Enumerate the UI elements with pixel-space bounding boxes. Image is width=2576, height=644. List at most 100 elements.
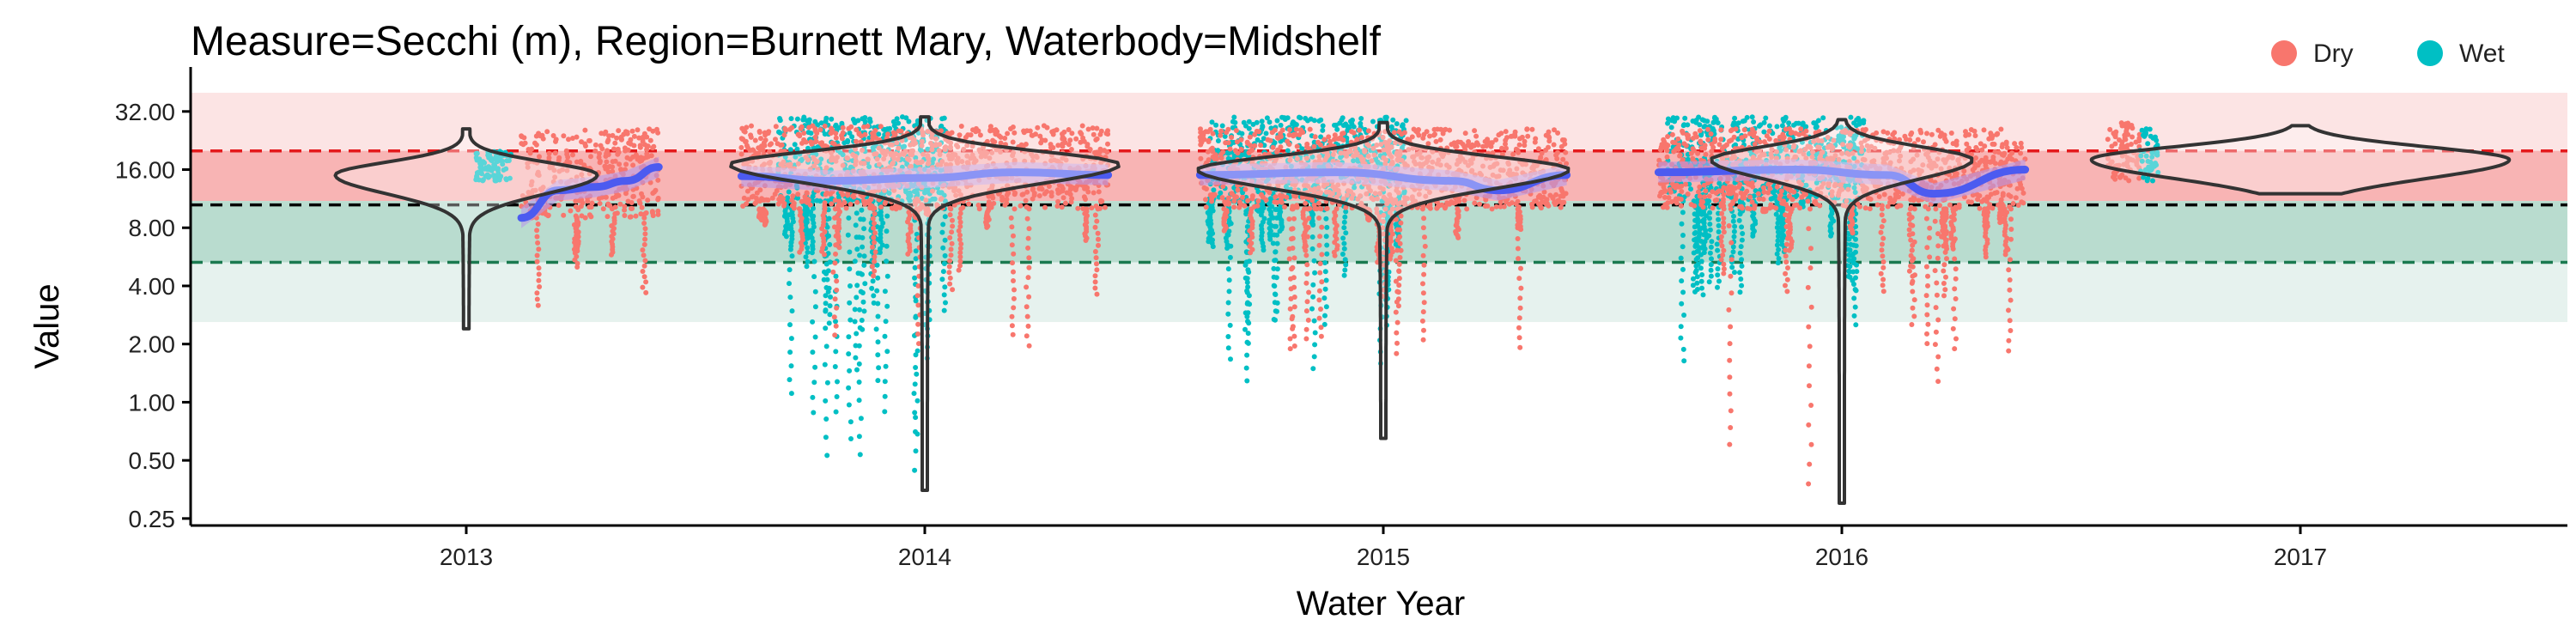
data-point [915, 302, 921, 308]
data-point [1030, 154, 1036, 160]
data-point [586, 137, 592, 143]
data-point [1210, 131, 1216, 137]
data-point [925, 146, 931, 152]
data-point [977, 132, 983, 138]
data-point [1529, 204, 1535, 210]
data-point [527, 150, 533, 156]
data-point [1092, 249, 1098, 254]
data-point [773, 137, 778, 143]
data-point [1098, 160, 1104, 166]
data-point [834, 305, 840, 311]
data-point [1094, 291, 1100, 297]
data-point [1271, 265, 1277, 271]
data-point [812, 334, 818, 340]
data-point [990, 137, 996, 143]
data-point [1092, 285, 1098, 291]
data-point [744, 161, 749, 167]
data-point [1025, 323, 1031, 329]
data-point [1210, 244, 1216, 250]
data-point [1025, 235, 1031, 241]
data-point [1403, 118, 1409, 124]
data-point [1244, 352, 1250, 358]
data-point [866, 198, 872, 204]
data-point [1351, 130, 1357, 136]
data-point [829, 155, 835, 161]
data-point [520, 142, 526, 148]
data-point [572, 257, 578, 263]
data-point [1089, 205, 1095, 211]
data-point [1060, 143, 1066, 149]
data-point [829, 116, 835, 122]
data-point [1309, 306, 1315, 312]
data-point [832, 332, 838, 338]
data-point [1312, 134, 1318, 140]
data-point [884, 228, 890, 234]
data-point [1225, 311, 1231, 317]
data-point [1848, 114, 1854, 120]
data-point [556, 168, 562, 174]
data-point [1270, 215, 1276, 221]
data-point [1516, 325, 1522, 331]
data-point [911, 189, 917, 194]
data-point [1092, 279, 1098, 285]
data-point [884, 273, 890, 279]
data-point [805, 145, 811, 151]
data-point [1270, 240, 1276, 246]
data-point [1265, 137, 1271, 143]
data-point [794, 146, 800, 152]
data-point [1303, 308, 1309, 314]
data-point [553, 137, 559, 143]
data-point [943, 300, 948, 306]
data-point [871, 293, 877, 299]
data-point [787, 349, 793, 355]
data-point [800, 117, 806, 123]
data-point [795, 195, 800, 201]
data-point [958, 241, 964, 247]
data-point [1102, 204, 1108, 210]
data-point [612, 211, 618, 216]
data-point [1278, 122, 1284, 128]
data-point [1243, 259, 1249, 265]
data-point [766, 161, 772, 166]
data-point [860, 290, 866, 295]
data-point [1316, 315, 1322, 321]
data-point [1272, 232, 1277, 238]
data-point [1105, 141, 1110, 147]
data-point [1092, 212, 1098, 218]
data-point [894, 116, 900, 122]
data-point [762, 161, 767, 167]
data-point [812, 118, 818, 125]
data-point [832, 296, 838, 302]
data-point [1008, 126, 1013, 131]
data-point [1235, 187, 1241, 193]
data-point [1512, 131, 1518, 137]
data-point [787, 377, 793, 383]
data-point [592, 148, 598, 154]
data-point [1332, 122, 1337, 128]
data-point [1326, 134, 1332, 140]
data-point [907, 197, 913, 204]
data-point [1091, 131, 1097, 137]
data-point [862, 281, 868, 287]
data-point [874, 288, 880, 294]
data-point [1240, 194, 1245, 200]
data-point [482, 166, 487, 172]
data-point [650, 145, 656, 151]
data-point [1020, 191, 1026, 197]
data-point [1342, 267, 1348, 273]
data-point [1242, 186, 1249, 192]
data-point [836, 245, 842, 251]
data-point [757, 187, 763, 193]
data-point [1306, 289, 1312, 295]
data-point [870, 244, 875, 250]
data-point [1551, 142, 1557, 148]
data-point [1532, 198, 1538, 204]
data-point [1321, 295, 1327, 301]
data-point [1473, 133, 1479, 139]
data-point [860, 326, 866, 332]
data-point [785, 162, 791, 168]
data-point [1024, 284, 1030, 290]
legend-label: Dry [2313, 39, 2354, 68]
data-point [817, 140, 823, 146]
